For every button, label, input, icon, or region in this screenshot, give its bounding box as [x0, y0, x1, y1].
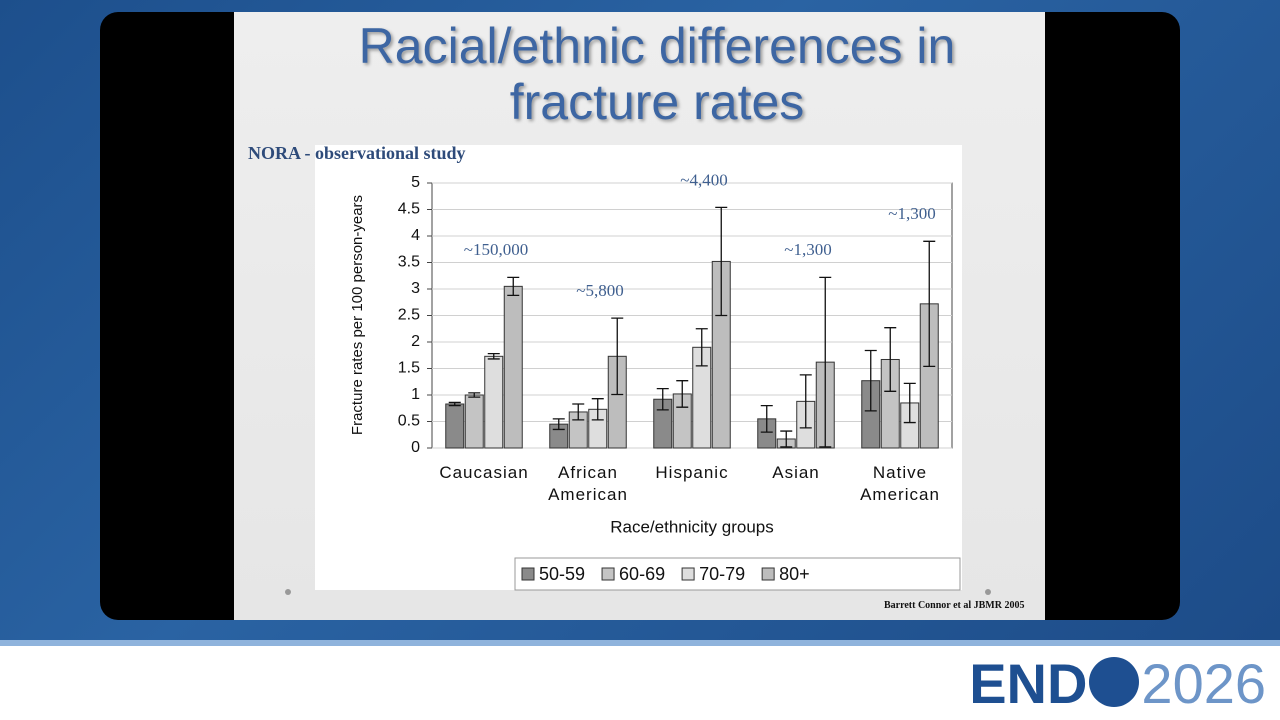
x-tick-label: Asian	[772, 463, 820, 482]
legend-label: 70-79	[699, 564, 745, 584]
dot	[285, 589, 291, 595]
annotation: ~1,300	[784, 240, 831, 259]
error-bar	[572, 403, 585, 421]
bar	[503, 285, 523, 449]
x-tick-label: Native American	[860, 463, 940, 504]
error-bar	[923, 240, 936, 368]
logo-name: END	[969, 652, 1088, 715]
error-bar	[487, 353, 500, 360]
chart-background	[315, 145, 962, 590]
error-bar	[819, 276, 832, 448]
legend-swatch	[601, 567, 615, 581]
x-tick-label: African American	[548, 463, 628, 504]
y-tick-label: 2	[411, 333, 420, 350]
dot	[985, 589, 991, 595]
bar	[464, 394, 484, 449]
error-bar	[799, 374, 812, 429]
y-tick-label: 0.5	[398, 413, 420, 430]
error-bar	[507, 276, 520, 297]
footer-bar	[0, 640, 1280, 720]
bar	[445, 403, 465, 449]
error-bar	[760, 404, 773, 433]
logo-globe	[1089, 657, 1140, 707]
y-tick-label: 3	[411, 280, 420, 297]
error-bar	[864, 349, 877, 412]
annotation: ~150,000	[464, 240, 528, 259]
y-tick-label: 4.5	[398, 201, 420, 218]
error-bar	[552, 418, 565, 431]
y-tick-label: 1.5	[398, 360, 420, 377]
logo-year: 2026	[1141, 652, 1266, 715]
x-tick-label: Caucasian	[439, 463, 529, 482]
y-axis-label: Fracture rates per 100 person-years	[349, 195, 366, 435]
annotation: ~1,300	[888, 204, 935, 223]
y-tick-label: 5	[411, 174, 420, 191]
error-bar	[611, 317, 624, 396]
y-tick-label: 3.5	[398, 254, 420, 271]
error-bar	[468, 392, 481, 398]
y-tick-label: 4	[411, 227, 420, 244]
y-tick-label: 2.5	[398, 307, 420, 324]
legend-label: 50-59	[539, 564, 585, 584]
legend-swatch	[761, 567, 775, 581]
annotation: ~5,800	[576, 281, 623, 300]
x-tick-label: Hispanic	[655, 463, 729, 482]
legend-label: 60-69	[619, 564, 665, 584]
logo: END 2026	[969, 652, 1266, 716]
bar	[484, 355, 504, 449]
error-bar	[591, 398, 604, 421]
source: Barrett Connor et al JBMR 2005	[884, 600, 1025, 611]
legend-label: 80+	[779, 564, 810, 584]
x-axis-label: Race/ethnicity groups	[610, 517, 773, 536]
error-bar	[903, 382, 916, 424]
annotation: ~4,400	[680, 170, 727, 189]
y-tick-label: 1	[411, 386, 420, 403]
error-bar	[695, 328, 708, 367]
subtitle: NORA - observational study	[248, 143, 466, 163]
error-bar	[715, 206, 728, 317]
error-bar	[780, 430, 793, 448]
legend-swatch	[521, 567, 535, 581]
error-bar	[884, 327, 897, 392]
slide-title: Racial/ethnic differences in fracture ra…	[358, 18, 956, 130]
error-bar	[676, 380, 689, 408]
error-bar	[448, 401, 461, 407]
y-tick-label: 0	[411, 439, 420, 456]
error-bar	[656, 387, 669, 411]
legend-swatch	[681, 567, 695, 581]
legend-box	[514, 557, 961, 591]
